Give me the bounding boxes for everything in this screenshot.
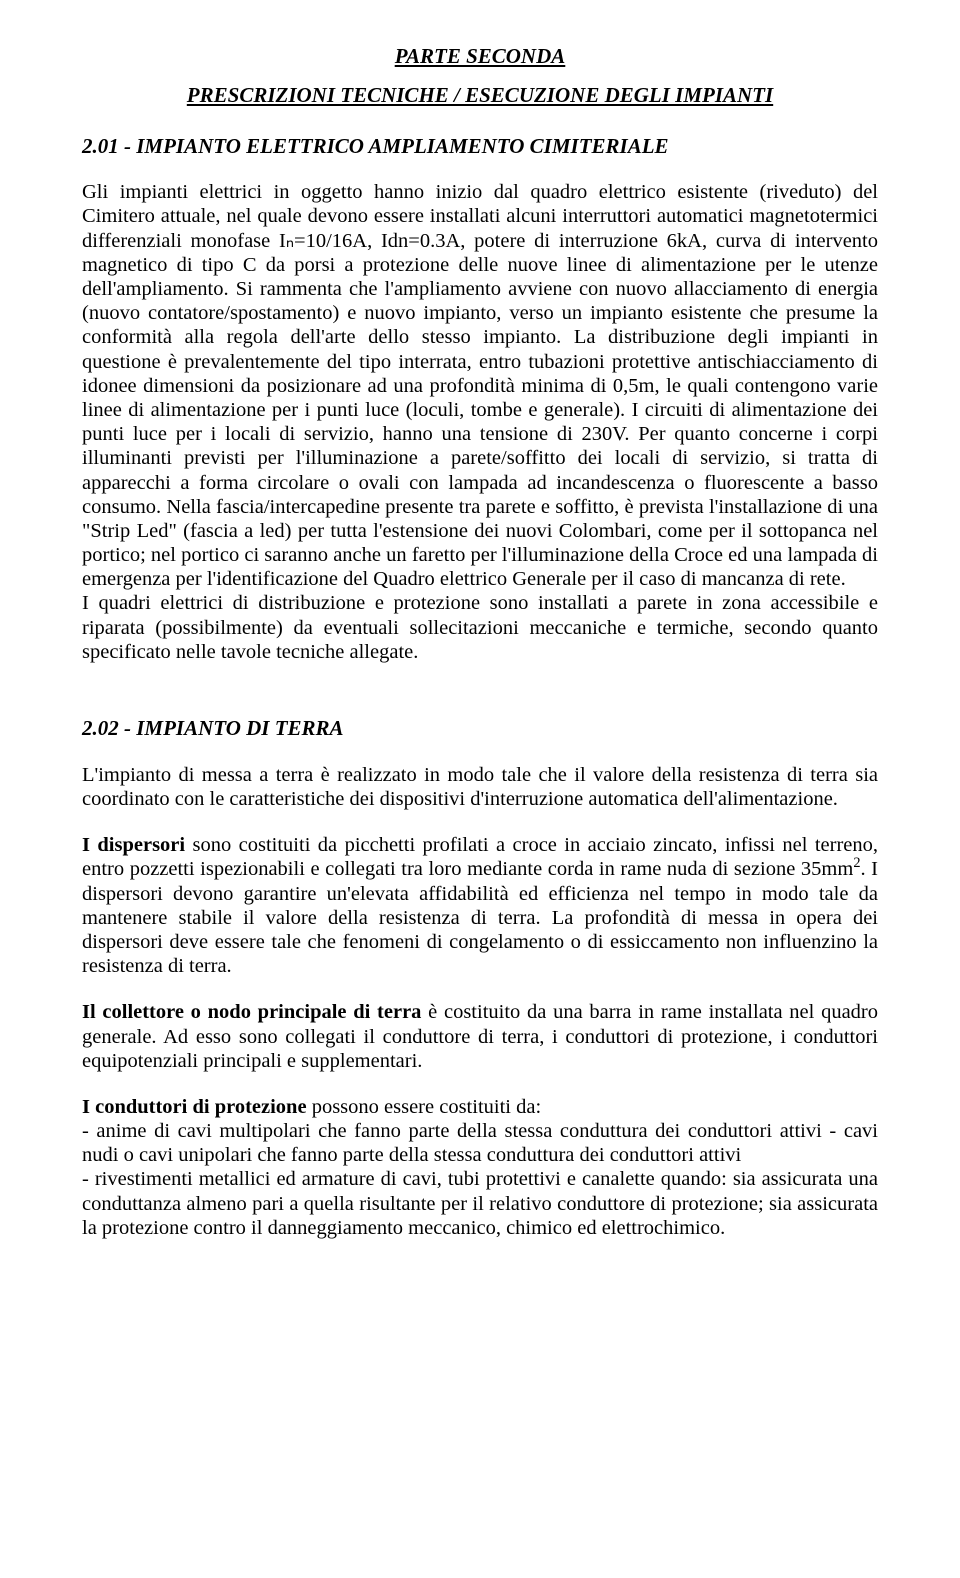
section-2-p4-rest: possono essere costituiti da: bbox=[307, 1096, 542, 1118]
section-2-p1: L'impianto di messa a terra è realizzato… bbox=[82, 763, 878, 811]
bold-collettore: Il collettore o nodo principale di terra bbox=[82, 1001, 421, 1023]
section-2-p2: I dispersori sono costituiti da picchett… bbox=[82, 833, 878, 978]
section-1-p2: I quadri elettrici di distribuzione e pr… bbox=[82, 592, 878, 662]
section-2-p3: Il collettore o nodo principale di terra… bbox=[82, 1000, 878, 1073]
section-1-p1: Gli impianti elettrici in oggetto hanno … bbox=[82, 181, 878, 590]
section-1-heading: 2.01 - IMPIANTO ELETTRICO AMPLIAMENTO CI… bbox=[82, 134, 878, 159]
section-2-li1: - anime di cavi multipolari che fanno pa… bbox=[82, 1120, 878, 1166]
section-2-heading: 2.02 - IMPIANTO DI TERRA bbox=[82, 716, 878, 741]
section-2-p4: I conduttori di protezione possono esser… bbox=[82, 1095, 878, 1240]
section-1-body: Gli impianti elettrici in oggetto hanno … bbox=[82, 180, 878, 664]
title-sub: PRESCRIZIONI TECNICHE / ESECUZIONE DEGLI… bbox=[82, 83, 878, 108]
page: PARTE SECONDA PRESCRIZIONI TECNICHE / ES… bbox=[0, 0, 960, 1322]
section-2-p2a: sono costituiti da picchetti profilati a… bbox=[82, 834, 878, 880]
bold-dispersori: I dispersori bbox=[82, 834, 185, 856]
title-main: PARTE SECONDA bbox=[82, 44, 878, 69]
bold-conduttori: I conduttori di protezione bbox=[82, 1096, 307, 1118]
section-gap bbox=[82, 686, 878, 716]
section-2-li2: - rivestimenti metallici ed armature di … bbox=[82, 1168, 878, 1238]
